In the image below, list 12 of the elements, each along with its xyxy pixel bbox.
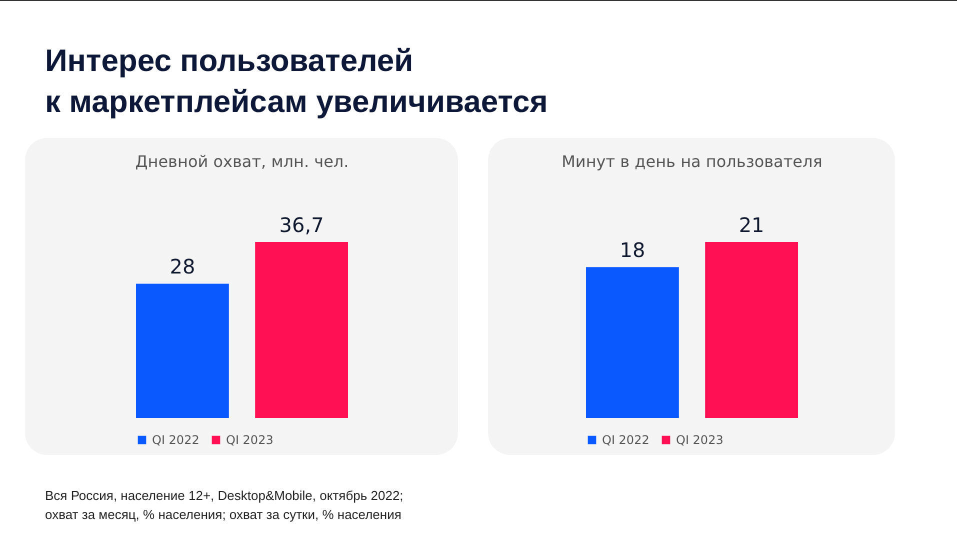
text: Вся Россия, население 12+, Desktop&Mobile, октябрь 2022; охват за месяц, % населения; охват за сутки, % населения <box>45 487 404 524</box>
data-label: 21 <box>738 213 764 237</box>
data-label: 36,7 <box>278 213 324 237</box>
legend-label: QI 2022 <box>152 433 199 447</box>
legend-label: QI 2023 <box>226 433 273 447</box>
data-label: 28 <box>169 254 195 279</box>
data-label: 18 <box>619 238 645 262</box>
chart-title: Минут в день на пользователя <box>561 152 822 171</box>
legend-label: QI 2022 <box>602 433 649 447</box>
chart-title: Дневной охват, млн. чел. <box>134 152 348 171</box>
text: Интерес пользователей к маркетплейсам увеличивается <box>45 42 548 121</box>
legend-label: QI 2023 <box>676 433 723 447</box>
